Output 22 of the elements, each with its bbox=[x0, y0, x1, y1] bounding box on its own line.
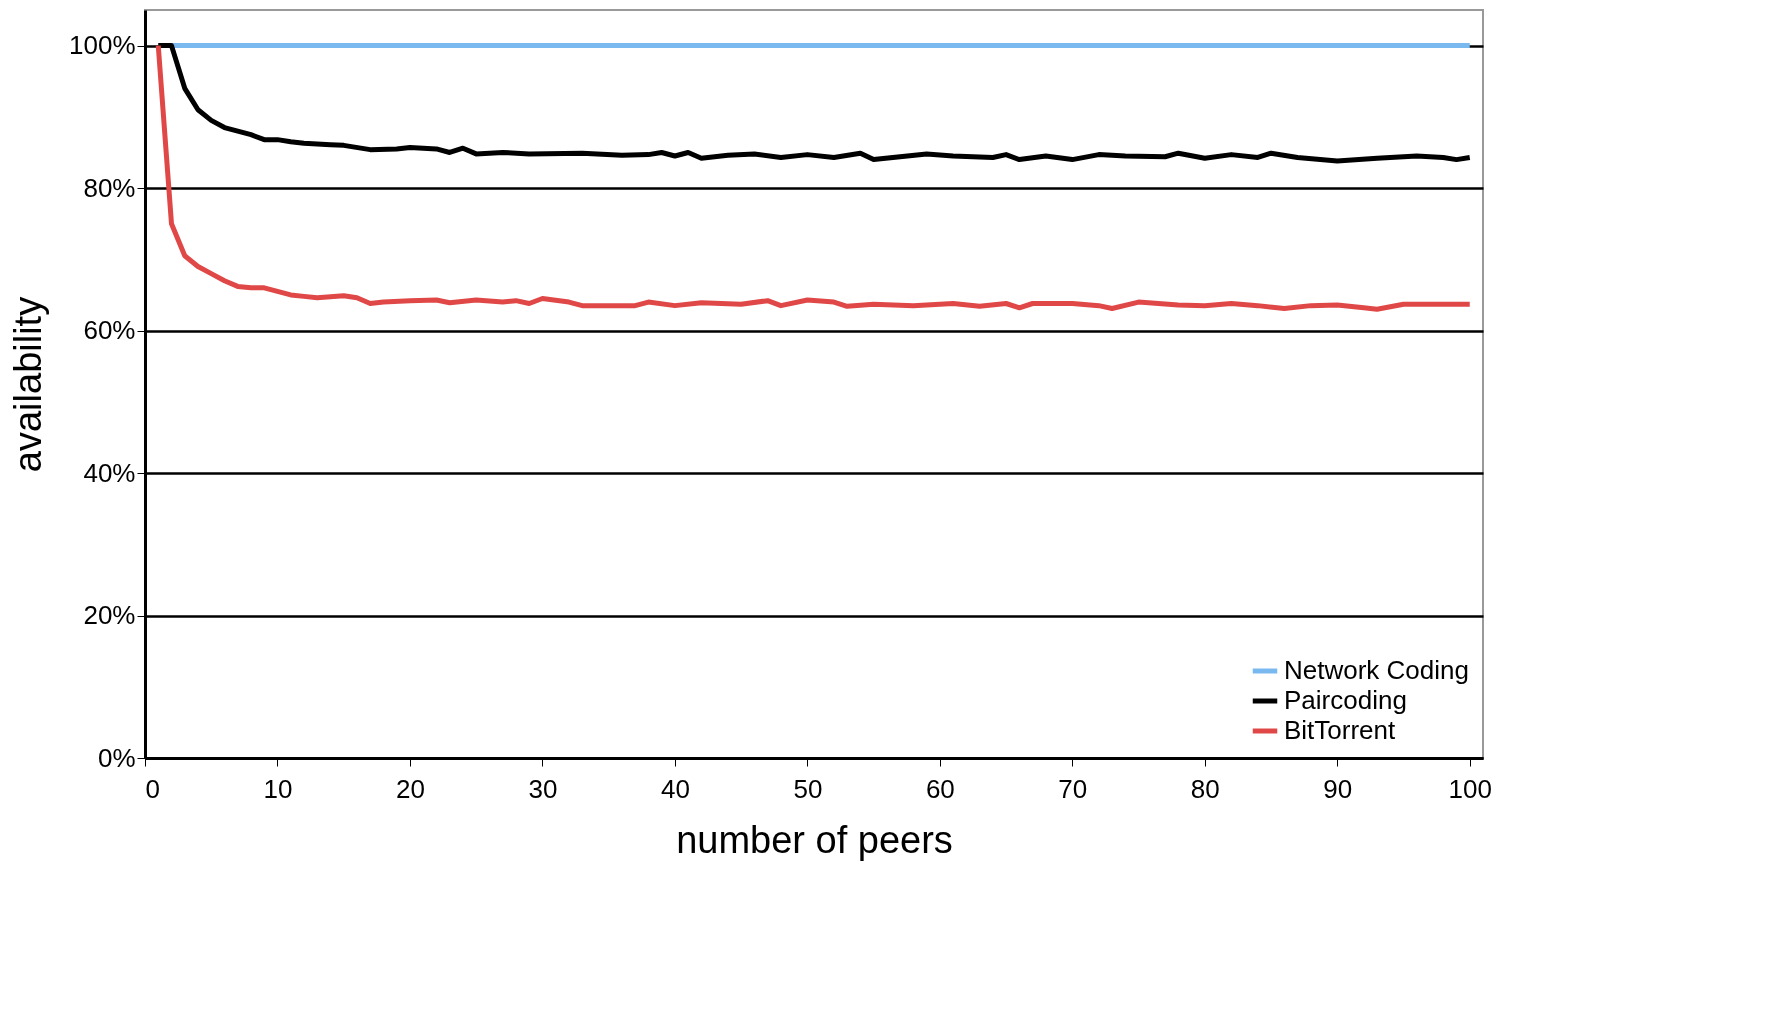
legend-label: Paircoding bbox=[1284, 685, 1407, 715]
x-tick-label: 90 bbox=[1323, 773, 1353, 804]
x-tick-label: 30 bbox=[528, 773, 558, 804]
x-axis-title: number of peers bbox=[676, 818, 953, 861]
x-tick-label: 20 bbox=[395, 773, 425, 804]
x-tick-label: 50 bbox=[793, 773, 823, 804]
x-tick-label: 80 bbox=[1190, 773, 1220, 804]
legend-label: BitTorrent bbox=[1284, 715, 1397, 745]
x-tick-label: 70 bbox=[1058, 773, 1088, 804]
y-tick-label: 40% bbox=[83, 457, 136, 488]
x-tick-label: 0 bbox=[145, 773, 160, 804]
x-tick-label: 40 bbox=[660, 773, 690, 804]
y-tick-label: 80% bbox=[83, 172, 136, 203]
y-tick-label: 20% bbox=[83, 600, 136, 631]
y-tick-label: 0% bbox=[97, 742, 136, 773]
x-tick-label: 10 bbox=[263, 773, 293, 804]
y-tick-label: 60% bbox=[83, 315, 136, 346]
y-axis-title: availability bbox=[7, 296, 49, 473]
x-tick-label: 60 bbox=[925, 773, 955, 804]
x-tick-label: 100 bbox=[1448, 773, 1492, 804]
y-tick-label: 100% bbox=[69, 30, 136, 61]
legend-label: Network Coding bbox=[1284, 655, 1469, 685]
